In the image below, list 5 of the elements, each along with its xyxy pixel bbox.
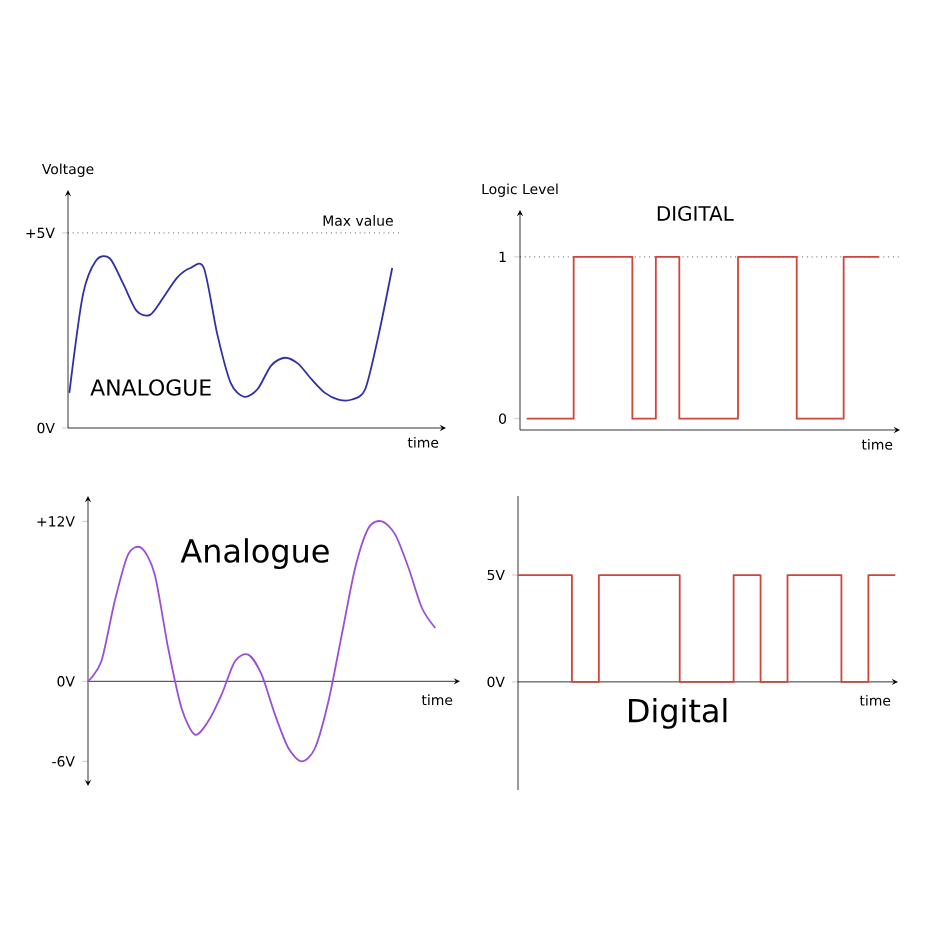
text: ANALOGUE xyxy=(90,379,211,396)
text: Analogue xyxy=(180,538,329,570)
line-series xyxy=(68,255,394,402)
chart-title: DIGITAL xyxy=(657,205,734,221)
text: Digital xyxy=(629,697,727,729)
